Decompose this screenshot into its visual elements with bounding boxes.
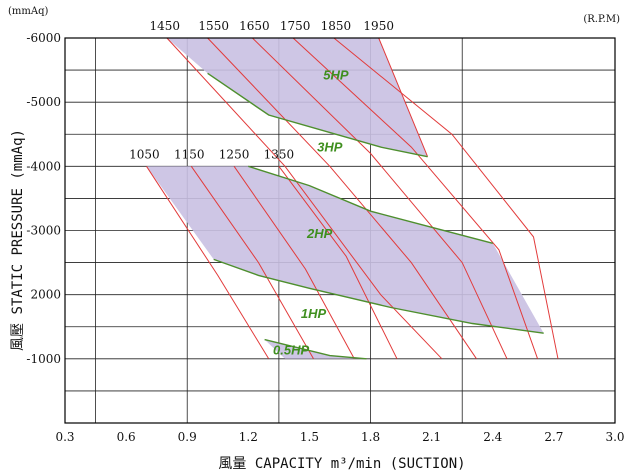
- rpm-labels: 1450 1550 1650 1750 1850 1950 1050 1150 1250 1350: [129, 19, 394, 161]
- x-tick-label: 0.6: [117, 430, 136, 444]
- rpm-label: 1050: [129, 147, 160, 161]
- hp-labels: 5HP 3HP 2HP 1HP 0.5HP: [273, 68, 349, 358]
- region-middle: [146, 166, 544, 334]
- rpm-label: 1250: [219, 147, 250, 161]
- rpm-unit-label: (R.P.M): [583, 14, 620, 25]
- plot-frame: [64, 37, 616, 424]
- y-tick-labels: -1000 2000 -3000 -4000 -5000 -6000: [26, 31, 61, 366]
- x-tick-label: 0.9: [178, 430, 197, 444]
- x-tick-label: 2.7: [544, 430, 563, 444]
- hp-line-1: [248, 165, 493, 244]
- rpm-label: 1350: [264, 147, 295, 161]
- hp-label: 3HP: [317, 140, 343, 155]
- x-axis-label: 風量 CAPACITY m³/min (SUCTION): [218, 456, 465, 472]
- y-axis-label: 風壓 STATIC PRESSURE (mmAq): [10, 129, 26, 351]
- hp-label: 5HP: [323, 68, 349, 83]
- rpm-label: 1450: [150, 19, 181, 33]
- rpm-curve-9: [278, 166, 398, 360]
- hp-line-3: [264, 338, 367, 360]
- rpm-curve-6: [146, 166, 270, 360]
- rpm-curve-5: [378, 37, 429, 157]
- hp-label: 2HP: [306, 226, 333, 241]
- x-tick-label: 1.2: [239, 430, 258, 444]
- rpm-label: 1550: [198, 19, 229, 33]
- rpm-label: 1750: [280, 19, 311, 33]
- hp-line-2: [213, 258, 544, 334]
- rpm-curve-7: [190, 166, 314, 360]
- x-tick-label: 2.4: [483, 430, 502, 444]
- rpm-curves: [146, 37, 559, 360]
- rpm-label: 1150: [174, 147, 205, 161]
- rpm-curve-8: [233, 166, 355, 360]
- rpm-curve-3: [292, 37, 539, 359]
- rpm-label: 1650: [239, 19, 270, 33]
- y-tick-label: -1000: [26, 352, 61, 366]
- y-tick-label: -4000: [26, 159, 61, 173]
- x-tick-label: 3.0: [605, 430, 624, 444]
- y-tick-label: 2000: [30, 288, 61, 302]
- y-unit-label: (mmAq): [8, 6, 48, 17]
- x-tick-labels: 0.3 0.6 0.9 1.2 1.5 1.8 2.1 2.4 2.7 3.0: [55, 430, 624, 444]
- region-upper: [166, 38, 428, 157]
- hp-label: 0.5HP: [273, 342, 309, 357]
- x-tick-label: 1.8: [361, 430, 380, 444]
- rpm-label: 1950: [363, 19, 394, 33]
- x-tick-label: 1.5: [300, 430, 319, 444]
- operating-regions: [146, 38, 544, 359]
- rpm-curve-1: [207, 37, 477, 360]
- rpm-curve-0: [166, 37, 443, 360]
- y-tick-label: -5000: [26, 95, 61, 109]
- x-tick-label: 0.3: [55, 430, 74, 444]
- hp-line-0: [207, 72, 428, 158]
- x-tick-label: 2.1: [422, 430, 441, 444]
- rpm-label: 1850: [321, 19, 352, 33]
- hp-lines: [207, 72, 544, 360]
- y-tick-label: -3000: [26, 224, 61, 238]
- rpm-curve-4: [333, 37, 559, 359]
- rpm-curve-2: [252, 37, 508, 360]
- region-bottom: [264, 339, 367, 359]
- y-tick-label: -6000: [26, 31, 61, 45]
- hp-label: 1HP: [301, 306, 327, 321]
